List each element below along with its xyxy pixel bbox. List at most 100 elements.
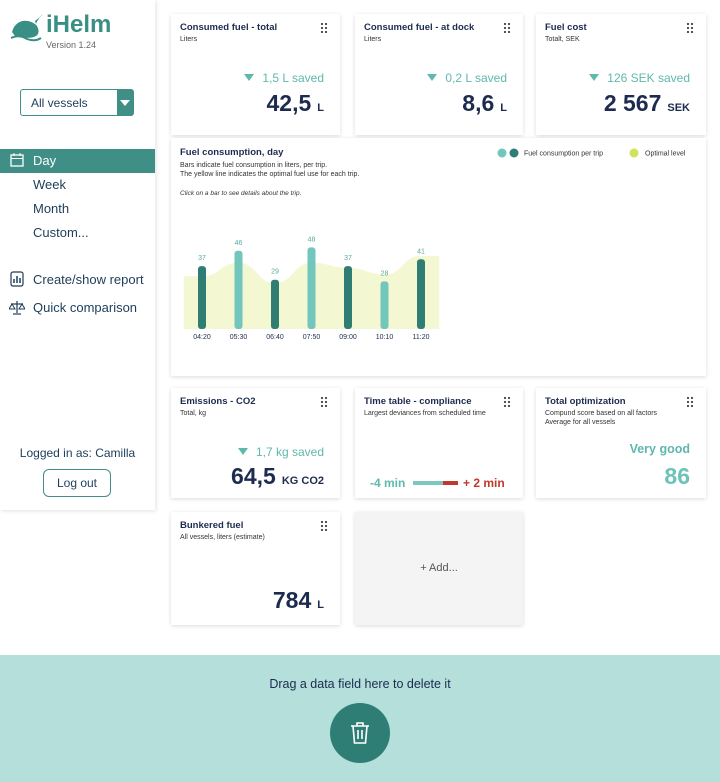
card-subtitle: Largest deviances from scheduled time bbox=[364, 410, 486, 417]
legend-swatch bbox=[497, 148, 507, 158]
bar[interactable] bbox=[234, 250, 243, 329]
card-title: Bunkered fuel bbox=[180, 520, 244, 531]
value: 64,5 bbox=[231, 463, 276, 489]
saved-text: 1,7 kg saved bbox=[255, 445, 324, 459]
action-item[interactable]: Create/show report bbox=[33, 272, 144, 287]
bar[interactable] bbox=[344, 266, 352, 329]
card-subtitle: Average for all vessels bbox=[545, 419, 616, 426]
kpi-card: Emissions - CO2 Total, kg 1,7 kg saved 64,5… bbox=[171, 388, 340, 498]
card-subtitle: Compund score based on all factors bbox=[545, 410, 658, 417]
calendar-icon bbox=[10, 153, 24, 167]
period-item[interactable]: Custom... bbox=[33, 225, 89, 240]
unit: L bbox=[500, 102, 507, 114]
data-label: 41 bbox=[417, 248, 425, 255]
deviation-bar bbox=[443, 481, 458, 485]
card-menu[interactable] bbox=[320, 396, 328, 407]
legend-label: Optimal level bbox=[645, 151, 686, 158]
value-line: 42,5 L bbox=[267, 90, 325, 117]
unit: KG CO2 bbox=[281, 475, 324, 487]
card-subtitle: Liters bbox=[180, 36, 198, 43]
report-icon bbox=[10, 271, 24, 287]
value-line: 784 L bbox=[273, 587, 324, 614]
card-title: Fuel cost bbox=[545, 22, 587, 33]
card-menu[interactable] bbox=[320, 520, 328, 531]
sidebar: iHelm Version 1.24 All vessels Day Week Mo… bbox=[0, 0, 155, 510]
period-item[interactable]: Week bbox=[33, 177, 66, 192]
card-title: Total optimization bbox=[545, 396, 626, 407]
bar[interactable] bbox=[380, 281, 389, 329]
legend-swatch bbox=[629, 148, 639, 158]
select-caret bbox=[117, 90, 133, 115]
kpi-card: Total optimization Compund score based on… bbox=[536, 388, 706, 498]
rating: Very good bbox=[629, 442, 690, 456]
late-deviation: + 2 min bbox=[463, 476, 505, 490]
x-tick-label: 10:10 bbox=[376, 334, 394, 341]
bar[interactable] bbox=[417, 259, 425, 329]
trash-button[interactable] bbox=[329, 702, 391, 764]
saved-line: 1,7 kg saved bbox=[237, 445, 324, 459]
down-arrow bbox=[427, 74, 438, 81]
period-item[interactable]: Month bbox=[33, 201, 70, 216]
down-arrow bbox=[589, 74, 600, 81]
card-menu[interactable] bbox=[686, 396, 694, 407]
x-tick-label: 04:20 bbox=[193, 334, 211, 341]
chart-title: Fuel consumption, day bbox=[180, 147, 284, 158]
value: 2 567 bbox=[603, 90, 662, 116]
deviation-bar bbox=[413, 481, 443, 485]
legend-label: Fuel consumption per trip bbox=[524, 151, 603, 158]
card-title: Consumed fuel - at dock bbox=[364, 22, 475, 33]
drop-zone: Drag a data field here to delete it bbox=[0, 655, 720, 782]
data-label: 46 bbox=[235, 240, 243, 247]
saved-text: 1,5 L saved bbox=[262, 71, 324, 85]
card-menu[interactable] bbox=[320, 22, 328, 33]
card-menu[interactable] bbox=[686, 22, 694, 33]
card-subtitle: Liters bbox=[364, 36, 382, 43]
kpi-card: Consumed fuel - at dock Liters 0,2 L saved… bbox=[355, 14, 523, 135]
drop-zone-text: Drag a data field here to delete it bbox=[269, 677, 451, 691]
chart: Fuel consumption, day Bars indicate fuel … bbox=[180, 147, 686, 341]
bar[interactable] bbox=[307, 247, 316, 329]
card-subtitle: Totalt, SEK bbox=[545, 36, 580, 43]
card-subtitle: Total, kg bbox=[180, 410, 207, 417]
bar[interactable] bbox=[198, 266, 206, 329]
chart-note: Click on a bar to see details about the … bbox=[180, 190, 302, 197]
unit: L bbox=[317, 599, 324, 611]
period-item[interactable]: Day bbox=[0, 149, 155, 173]
saved-text: 0,2 L saved bbox=[445, 71, 507, 85]
value-line: 8,6 L bbox=[462, 90, 507, 117]
add-card[interactable]: + Add... bbox=[355, 512, 523, 625]
data-label: 37 bbox=[344, 255, 352, 262]
chart-subtitle: The yellow line indicates the optimal fu… bbox=[180, 171, 359, 178]
x-tick-label: 09:00 bbox=[339, 334, 357, 341]
data-label: 28 bbox=[381, 270, 389, 277]
down-arrow bbox=[237, 448, 248, 455]
data-label: 37 bbox=[198, 255, 206, 262]
unit: L bbox=[317, 102, 324, 114]
saved-text: 126 SEK saved bbox=[607, 71, 690, 85]
value-line: 2 567 SEK bbox=[604, 90, 690, 117]
vessel-select-label: All vessels bbox=[31, 96, 88, 110]
legend-swatch bbox=[509, 148, 519, 158]
bar[interactable] bbox=[271, 279, 279, 329]
card-title: Emissions - CO2 bbox=[180, 396, 256, 407]
logo-icon bbox=[10, 14, 42, 42]
kpi-card: Fuel cost Totalt, SEK 126 SEK saved 2 567 SE… bbox=[536, 14, 706, 135]
kpi-card: Consumed fuel - total Liters 1,5 L saved 42… bbox=[171, 14, 340, 135]
action-item[interactable]: Quick comparison bbox=[33, 300, 138, 315]
value: 8,6 bbox=[462, 90, 495, 116]
kpi-card: Time table - compliance Largest deviances… bbox=[355, 388, 523, 498]
card-menu[interactable] bbox=[503, 22, 511, 33]
saved-line: 1,5 L saved bbox=[244, 71, 324, 85]
card-subtitle: All vessels, liters (estimate) bbox=[180, 534, 265, 541]
logout-button[interactable]: Log out bbox=[43, 469, 111, 497]
card-title: Time table - compliance bbox=[364, 396, 472, 407]
saved-line: 126 SEK saved bbox=[589, 71, 690, 85]
vessel-select[interactable]: All vessels bbox=[20, 89, 134, 116]
x-tick-label: 07:50 bbox=[303, 334, 321, 341]
x-tick-label: 06:40 bbox=[266, 334, 284, 341]
early-deviation: -4 min bbox=[370, 476, 406, 490]
card-menu[interactable] bbox=[503, 396, 511, 407]
x-tick-label: 11:20 bbox=[413, 334, 430, 341]
